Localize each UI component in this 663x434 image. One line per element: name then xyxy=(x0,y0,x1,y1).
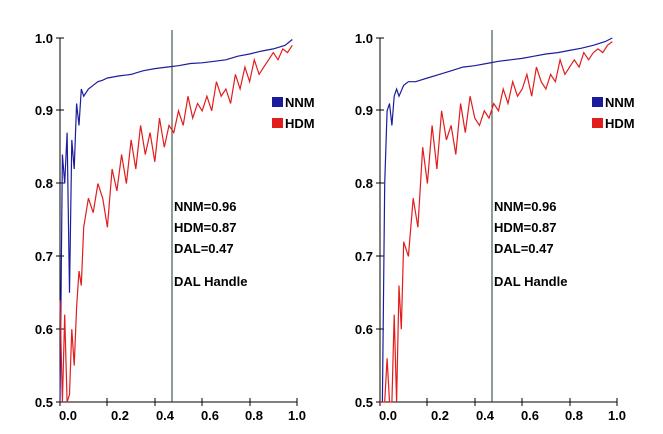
y-tick-label: 0.9 xyxy=(355,103,373,118)
y-tick-label: 0.7 xyxy=(355,249,373,264)
series-line-nnm xyxy=(380,37,613,403)
y-tick-label: 0.7 xyxy=(35,249,53,264)
y-tick-label: 0.8 xyxy=(35,176,53,191)
annotation-dal: DAL=0.47 xyxy=(174,241,234,256)
y-tick-label: 0.9 xyxy=(35,103,53,118)
x-tick-label: 1.0 xyxy=(288,408,306,423)
y-tick-labels: 0.5 0.6 0.7 0.8 0.9 1.0 xyxy=(35,31,53,410)
y-tick-label: 0.5 xyxy=(355,395,373,410)
x-tick-label: 0.0 xyxy=(59,408,77,423)
annotation-hdm: HDM=0.87 xyxy=(174,220,237,235)
legend-label-nnm: NNM xyxy=(285,95,315,110)
annotation-nnm: NNM=0.96 xyxy=(174,199,237,214)
x-tick-label: 0.8 xyxy=(565,408,583,423)
chart-left: 0.5 0.6 0.7 0.8 0.9 1.0 0.0 0.2 0.4 0.6 … xyxy=(35,30,315,423)
x-tick-label: 0.2 xyxy=(111,408,129,423)
legend-swatch-nnm xyxy=(272,97,283,107)
series-line-nnm xyxy=(59,39,293,403)
series-line-hdm xyxy=(380,41,613,403)
x-tick-label: 0.8 xyxy=(245,408,263,423)
y-tick-label: 0.6 xyxy=(355,322,373,337)
x-tick-label: 0.2 xyxy=(431,408,449,423)
chart-right: 0.5 0.6 0.7 0.8 0.9 1.0 0.0 0.2 0.4 0.6 … xyxy=(355,30,635,423)
y-tick-label: 1.0 xyxy=(35,31,53,46)
annotation-nnm: NNM=0.96 xyxy=(494,199,557,214)
y-tick-label: 0.8 xyxy=(355,176,373,191)
x-tick-label: 0.6 xyxy=(201,408,219,423)
x-tick-label: 0.6 xyxy=(521,408,539,423)
series-line-hdm xyxy=(59,44,293,403)
legend-label-hdm: HDM xyxy=(605,116,635,131)
x-tick-label: 1.0 xyxy=(608,408,626,423)
annotation-hdm: HDM=0.87 xyxy=(494,220,557,235)
annotation-dal-handle: DAL Handle xyxy=(174,274,247,289)
y-tick-label: 0.5 xyxy=(35,395,53,410)
legend-swatch-nnm xyxy=(592,97,603,107)
annotation-dal: DAL=0.47 xyxy=(494,241,554,256)
y-tick-labels: 0.5 0.6 0.7 0.8 0.9 1.0 xyxy=(355,31,373,410)
x-tick-label: 0.0 xyxy=(379,408,397,423)
legend-label-hdm: HDM xyxy=(285,116,315,131)
x-tick-labels: 0.0 0.2 0.4 0.6 0.8 1.0 xyxy=(379,408,626,423)
annotations: NNM=0.96 HDM=0.87 DAL=0.47 DAL Handle xyxy=(494,199,567,289)
x-tick-label: 0.4 xyxy=(156,408,175,423)
annotation-dal-handle: DAL Handle xyxy=(494,274,567,289)
legend-swatch-hdm xyxy=(592,118,603,128)
y-tick-label: 1.0 xyxy=(355,31,373,46)
legend-swatch-hdm xyxy=(272,118,283,128)
x-tick-label: 0.4 xyxy=(476,408,495,423)
x-tick-labels: 0.0 0.2 0.4 0.6 0.8 1.0 xyxy=(59,408,306,423)
legend: NNM HDM xyxy=(272,95,315,131)
annotations: NNM=0.96 HDM=0.87 DAL=0.47 DAL Handle xyxy=(174,199,247,289)
y-tick-label: 0.6 xyxy=(35,322,53,337)
legend-label-nnm: NNM xyxy=(605,95,635,110)
legend: NNM HDM xyxy=(592,95,635,131)
